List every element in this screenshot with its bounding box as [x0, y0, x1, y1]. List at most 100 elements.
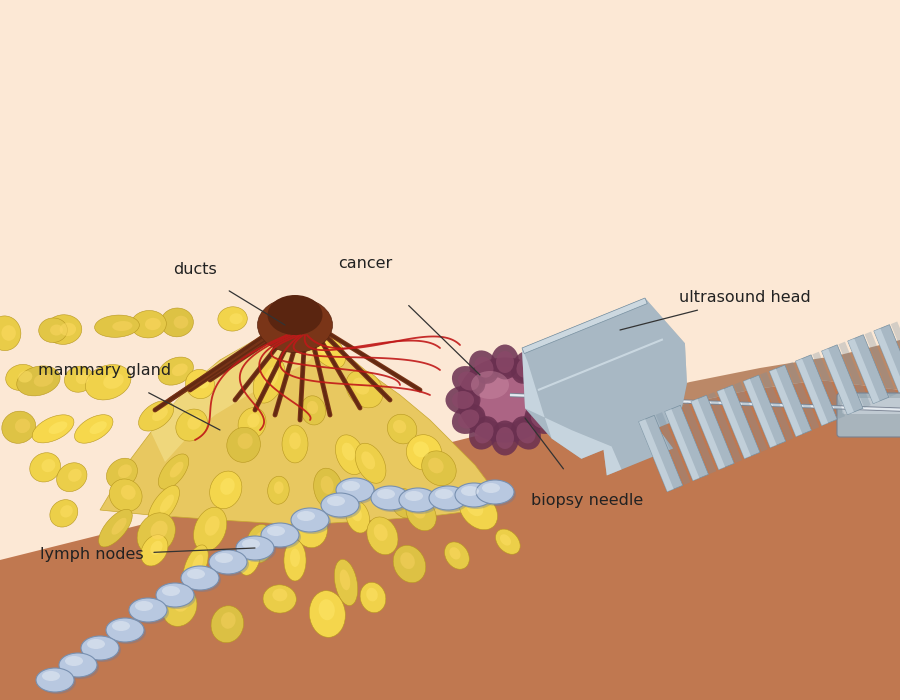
- Ellipse shape: [106, 458, 138, 489]
- Ellipse shape: [158, 454, 189, 489]
- Ellipse shape: [49, 421, 68, 434]
- Ellipse shape: [238, 536, 261, 575]
- Ellipse shape: [17, 366, 60, 396]
- Polygon shape: [0, 380, 900, 700]
- Polygon shape: [796, 358, 828, 426]
- Ellipse shape: [360, 582, 386, 612]
- Ellipse shape: [187, 415, 202, 430]
- Ellipse shape: [479, 377, 531, 424]
- Polygon shape: [743, 379, 777, 448]
- Polygon shape: [796, 355, 837, 426]
- Ellipse shape: [500, 534, 511, 545]
- Polygon shape: [734, 382, 768, 452]
- Ellipse shape: [2, 326, 16, 341]
- Ellipse shape: [429, 486, 467, 510]
- Ellipse shape: [109, 479, 142, 512]
- Ellipse shape: [367, 517, 398, 554]
- Polygon shape: [770, 369, 803, 437]
- Ellipse shape: [284, 540, 306, 581]
- Ellipse shape: [196, 375, 209, 389]
- Ellipse shape: [162, 586, 180, 596]
- Ellipse shape: [405, 491, 423, 501]
- Ellipse shape: [452, 391, 474, 409]
- Ellipse shape: [422, 451, 456, 486]
- Polygon shape: [891, 321, 900, 386]
- Ellipse shape: [211, 552, 249, 576]
- Text: cancer: cancer: [338, 256, 392, 270]
- Ellipse shape: [459, 491, 498, 530]
- Polygon shape: [100, 310, 500, 525]
- Ellipse shape: [323, 495, 361, 519]
- Ellipse shape: [478, 482, 516, 506]
- Ellipse shape: [466, 498, 483, 516]
- Ellipse shape: [187, 569, 205, 579]
- Ellipse shape: [267, 295, 322, 335]
- Ellipse shape: [428, 458, 444, 473]
- Ellipse shape: [511, 351, 541, 384]
- Ellipse shape: [145, 318, 161, 330]
- Ellipse shape: [310, 331, 346, 368]
- Ellipse shape: [316, 339, 332, 356]
- Ellipse shape: [0, 316, 21, 351]
- Ellipse shape: [183, 545, 208, 587]
- Polygon shape: [522, 298, 687, 475]
- Ellipse shape: [334, 559, 357, 606]
- Ellipse shape: [469, 416, 499, 449]
- Ellipse shape: [474, 356, 493, 377]
- Ellipse shape: [458, 372, 479, 391]
- Ellipse shape: [406, 497, 436, 531]
- Ellipse shape: [310, 591, 346, 638]
- Ellipse shape: [76, 372, 89, 384]
- Ellipse shape: [162, 587, 197, 626]
- Ellipse shape: [129, 598, 167, 622]
- Ellipse shape: [112, 321, 132, 331]
- Ellipse shape: [75, 414, 113, 443]
- Ellipse shape: [150, 541, 163, 555]
- Ellipse shape: [253, 358, 285, 403]
- Ellipse shape: [458, 410, 479, 428]
- Ellipse shape: [400, 552, 415, 569]
- Ellipse shape: [387, 414, 417, 444]
- Ellipse shape: [511, 416, 541, 449]
- Polygon shape: [522, 348, 622, 475]
- Ellipse shape: [112, 518, 127, 535]
- Polygon shape: [681, 402, 716, 474]
- Ellipse shape: [264, 367, 278, 387]
- Ellipse shape: [161, 308, 194, 337]
- Ellipse shape: [263, 525, 301, 549]
- Ellipse shape: [121, 485, 136, 500]
- Ellipse shape: [185, 370, 214, 399]
- Ellipse shape: [211, 606, 244, 643]
- Ellipse shape: [452, 404, 485, 434]
- Ellipse shape: [338, 480, 376, 504]
- Ellipse shape: [209, 550, 247, 574]
- Ellipse shape: [137, 513, 176, 554]
- Ellipse shape: [89, 421, 107, 434]
- Ellipse shape: [496, 427, 514, 449]
- Ellipse shape: [238, 407, 266, 440]
- Ellipse shape: [104, 373, 123, 389]
- Polygon shape: [874, 328, 900, 393]
- Ellipse shape: [156, 583, 194, 607]
- Polygon shape: [813, 351, 845, 419]
- Ellipse shape: [327, 496, 345, 506]
- Ellipse shape: [377, 489, 395, 499]
- Ellipse shape: [94, 315, 140, 337]
- Ellipse shape: [307, 401, 318, 414]
- Ellipse shape: [106, 618, 144, 642]
- Polygon shape: [655, 412, 690, 485]
- Ellipse shape: [313, 468, 343, 508]
- Ellipse shape: [281, 296, 309, 318]
- Ellipse shape: [267, 526, 285, 536]
- Ellipse shape: [172, 363, 188, 376]
- Ellipse shape: [176, 409, 208, 441]
- Polygon shape: [717, 385, 760, 459]
- Ellipse shape: [81, 636, 119, 660]
- Text: ducts: ducts: [173, 262, 217, 277]
- Ellipse shape: [57, 463, 87, 491]
- Ellipse shape: [517, 356, 535, 377]
- Ellipse shape: [50, 500, 77, 527]
- Ellipse shape: [401, 490, 439, 514]
- Ellipse shape: [118, 464, 132, 478]
- Ellipse shape: [248, 413, 260, 428]
